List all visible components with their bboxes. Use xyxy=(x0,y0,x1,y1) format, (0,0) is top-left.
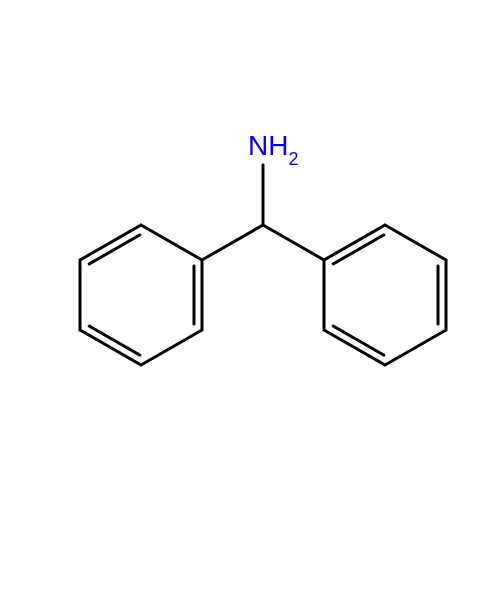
amine-label-nh: NH xyxy=(248,130,288,161)
amine-label-subscript: 2 xyxy=(288,149,298,169)
chemical-structure-canvas: NH2 xyxy=(0,0,500,600)
molecule-svg xyxy=(0,0,500,600)
amine-label: NH2 xyxy=(248,130,298,164)
